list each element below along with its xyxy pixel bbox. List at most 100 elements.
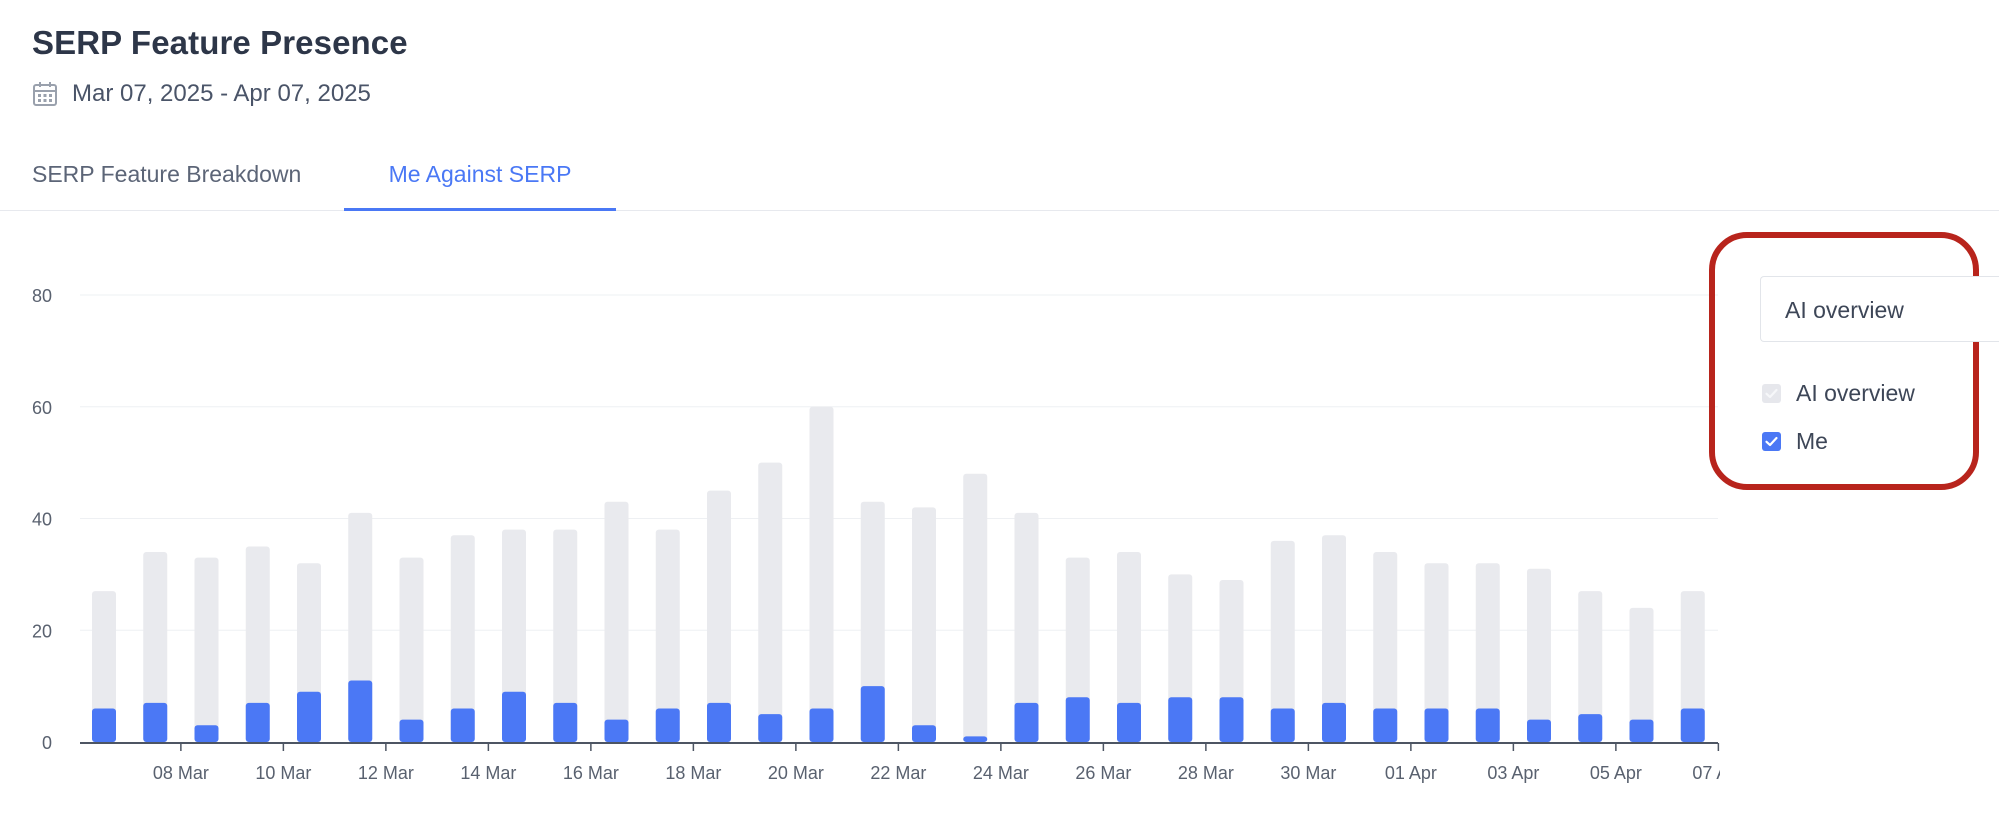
x-tick-label: 20 Mar: [768, 763, 824, 783]
y-tick-label: 60: [32, 398, 52, 418]
bar-me: [553, 702, 578, 742]
bar-me: [758, 714, 783, 742]
highlight-annotation-border: [1709, 232, 1979, 490]
bar-me: [1014, 702, 1039, 742]
bar-ai-overview: [809, 406, 834, 742]
feature-select-dropdown[interactable]: AI overview: [1760, 276, 1999, 342]
date-range: Mar 07, 2025 - Apr 07, 2025: [32, 80, 371, 108]
date-range-text: Mar 07, 2025 - Apr 07, 2025: [72, 80, 371, 107]
bar-me: [912, 725, 936, 742]
bar-me: [92, 708, 116, 742]
y-tick-label: 40: [32, 510, 52, 530]
ai-overview-checkbox[interactable]: [1762, 384, 1781, 403]
legend-label-ai-overview: AI overview: [1796, 380, 1915, 406]
tab-me-against-serp[interactable]: Me Against SERP: [344, 140, 616, 211]
legend-item-me[interactable]: Me: [1762, 428, 1828, 455]
bar-me: [1680, 708, 1705, 742]
y-tick-label: 80: [32, 286, 52, 306]
bar-ai-overview: [604, 501, 629, 742]
bar-me: [1629, 719, 1654, 742]
bar-me: [1168, 697, 1193, 742]
y-tick-label: 0: [42, 733, 52, 753]
bar-me: [1117, 702, 1141, 742]
bar-me: [1527, 719, 1551, 742]
bar-ai-overview: [1065, 557, 1090, 742]
x-tick-label: 30 Mar: [1280, 763, 1336, 783]
bar-me: [1373, 708, 1398, 742]
bar-ai-overview: [502, 529, 526, 742]
bar-me: [1475, 708, 1500, 742]
bar-ai-overview: [758, 462, 783, 742]
check-icon: [1765, 388, 1778, 399]
bar-ai-overview: [655, 529, 680, 742]
x-tick-label: 22 Mar: [870, 763, 926, 783]
bar-ai-overview: [143, 552, 168, 742]
bar-me: [1270, 708, 1295, 742]
bar-me: [809, 708, 834, 742]
bar-ai-overview: [1424, 563, 1449, 742]
calendar-icon: [32, 81, 58, 107]
x-tick-label: 16 Mar: [563, 763, 619, 783]
bar-ai-overview: [860, 501, 885, 742]
bar-ai-overview: [912, 507, 936, 742]
bar-chart: 0 20 40 60 80 08 Mar 10 Mar 12 Mar 14 Mar 16 Mar 1…: [32, 286, 1720, 783]
bar-ai-overview: [1373, 552, 1398, 742]
bar-me: [1322, 702, 1346, 742]
bar-ai-overview: [963, 473, 988, 742]
bar-me: [245, 702, 270, 742]
tab-bar: SERP Feature Breakdown Me Against SERP: [0, 140, 1999, 211]
x-tick-label: 10 Mar: [255, 763, 311, 783]
bar-me: [502, 691, 526, 742]
bar-ai-overview: [194, 557, 219, 742]
bar-ai-overview: [92, 591, 116, 742]
bar-me: [399, 719, 424, 742]
bar-me: [604, 719, 629, 742]
bar-ai-overview: [1680, 591, 1705, 742]
bar-ai-overview: [1270, 540, 1295, 742]
bar-me: [860, 686, 885, 742]
bar-me: [655, 708, 680, 742]
bar-ai-overview: [1014, 512, 1039, 742]
bar-me: [1065, 697, 1090, 742]
x-tick-label: 26 Mar: [1075, 763, 1131, 783]
legend-item-ai-overview[interactable]: AI overview: [1762, 380, 1915, 407]
tab-serp-feature-breakdown[interactable]: SERP Feature Breakdown: [32, 161, 302, 187]
bar-me: [194, 725, 219, 742]
bar-me: [297, 691, 321, 742]
bar-ai-overview: [1527, 568, 1551, 742]
bar-me: [348, 680, 373, 742]
bar-me: [963, 736, 988, 742]
bar-ai-overview: [450, 535, 475, 742]
x-tick-label: 08 Mar: [153, 763, 209, 783]
bar-me: [1424, 708, 1449, 742]
bar-me: [1578, 714, 1603, 742]
x-tick-label: 12 Mar: [358, 763, 414, 783]
bar-ai-overview: [399, 557, 424, 742]
page-title: SERP Feature Presence: [32, 24, 408, 61]
bar-ai-overview: [707, 490, 731, 742]
bar-me: [143, 702, 168, 742]
bar-ai-overview: [1117, 552, 1141, 742]
x-tick-label: 03 Apr: [1487, 763, 1539, 783]
feature-select-value: AI overview: [1785, 297, 1904, 323]
me-checkbox[interactable]: [1762, 432, 1781, 451]
x-tick-label: 14 Mar: [460, 763, 516, 783]
legend-label-me: Me: [1796, 428, 1828, 454]
bar-me: [707, 702, 731, 742]
bar-ai-overview: [1322, 535, 1346, 742]
x-tick-label: 24 Mar: [973, 763, 1029, 783]
bar-ai-overview: [245, 546, 270, 742]
bar-ai-overview: [1578, 591, 1603, 742]
x-tick-label: 05 Apr: [1590, 763, 1642, 783]
bar-ai-overview: [553, 529, 578, 742]
x-tick-label: 18 Mar: [665, 763, 721, 783]
bar-ai-overview: [1629, 607, 1654, 742]
x-tick-label: 01 Apr: [1385, 763, 1437, 783]
x-tick-label: 28 Mar: [1178, 763, 1234, 783]
y-tick-label: 20: [32, 621, 52, 641]
bar-ai-overview: [1475, 563, 1500, 742]
bar-me: [450, 708, 475, 742]
x-tick-label: 07 Apr: [1692, 763, 1720, 783]
check-icon: [1765, 436, 1778, 447]
bar-me: [1219, 697, 1244, 742]
